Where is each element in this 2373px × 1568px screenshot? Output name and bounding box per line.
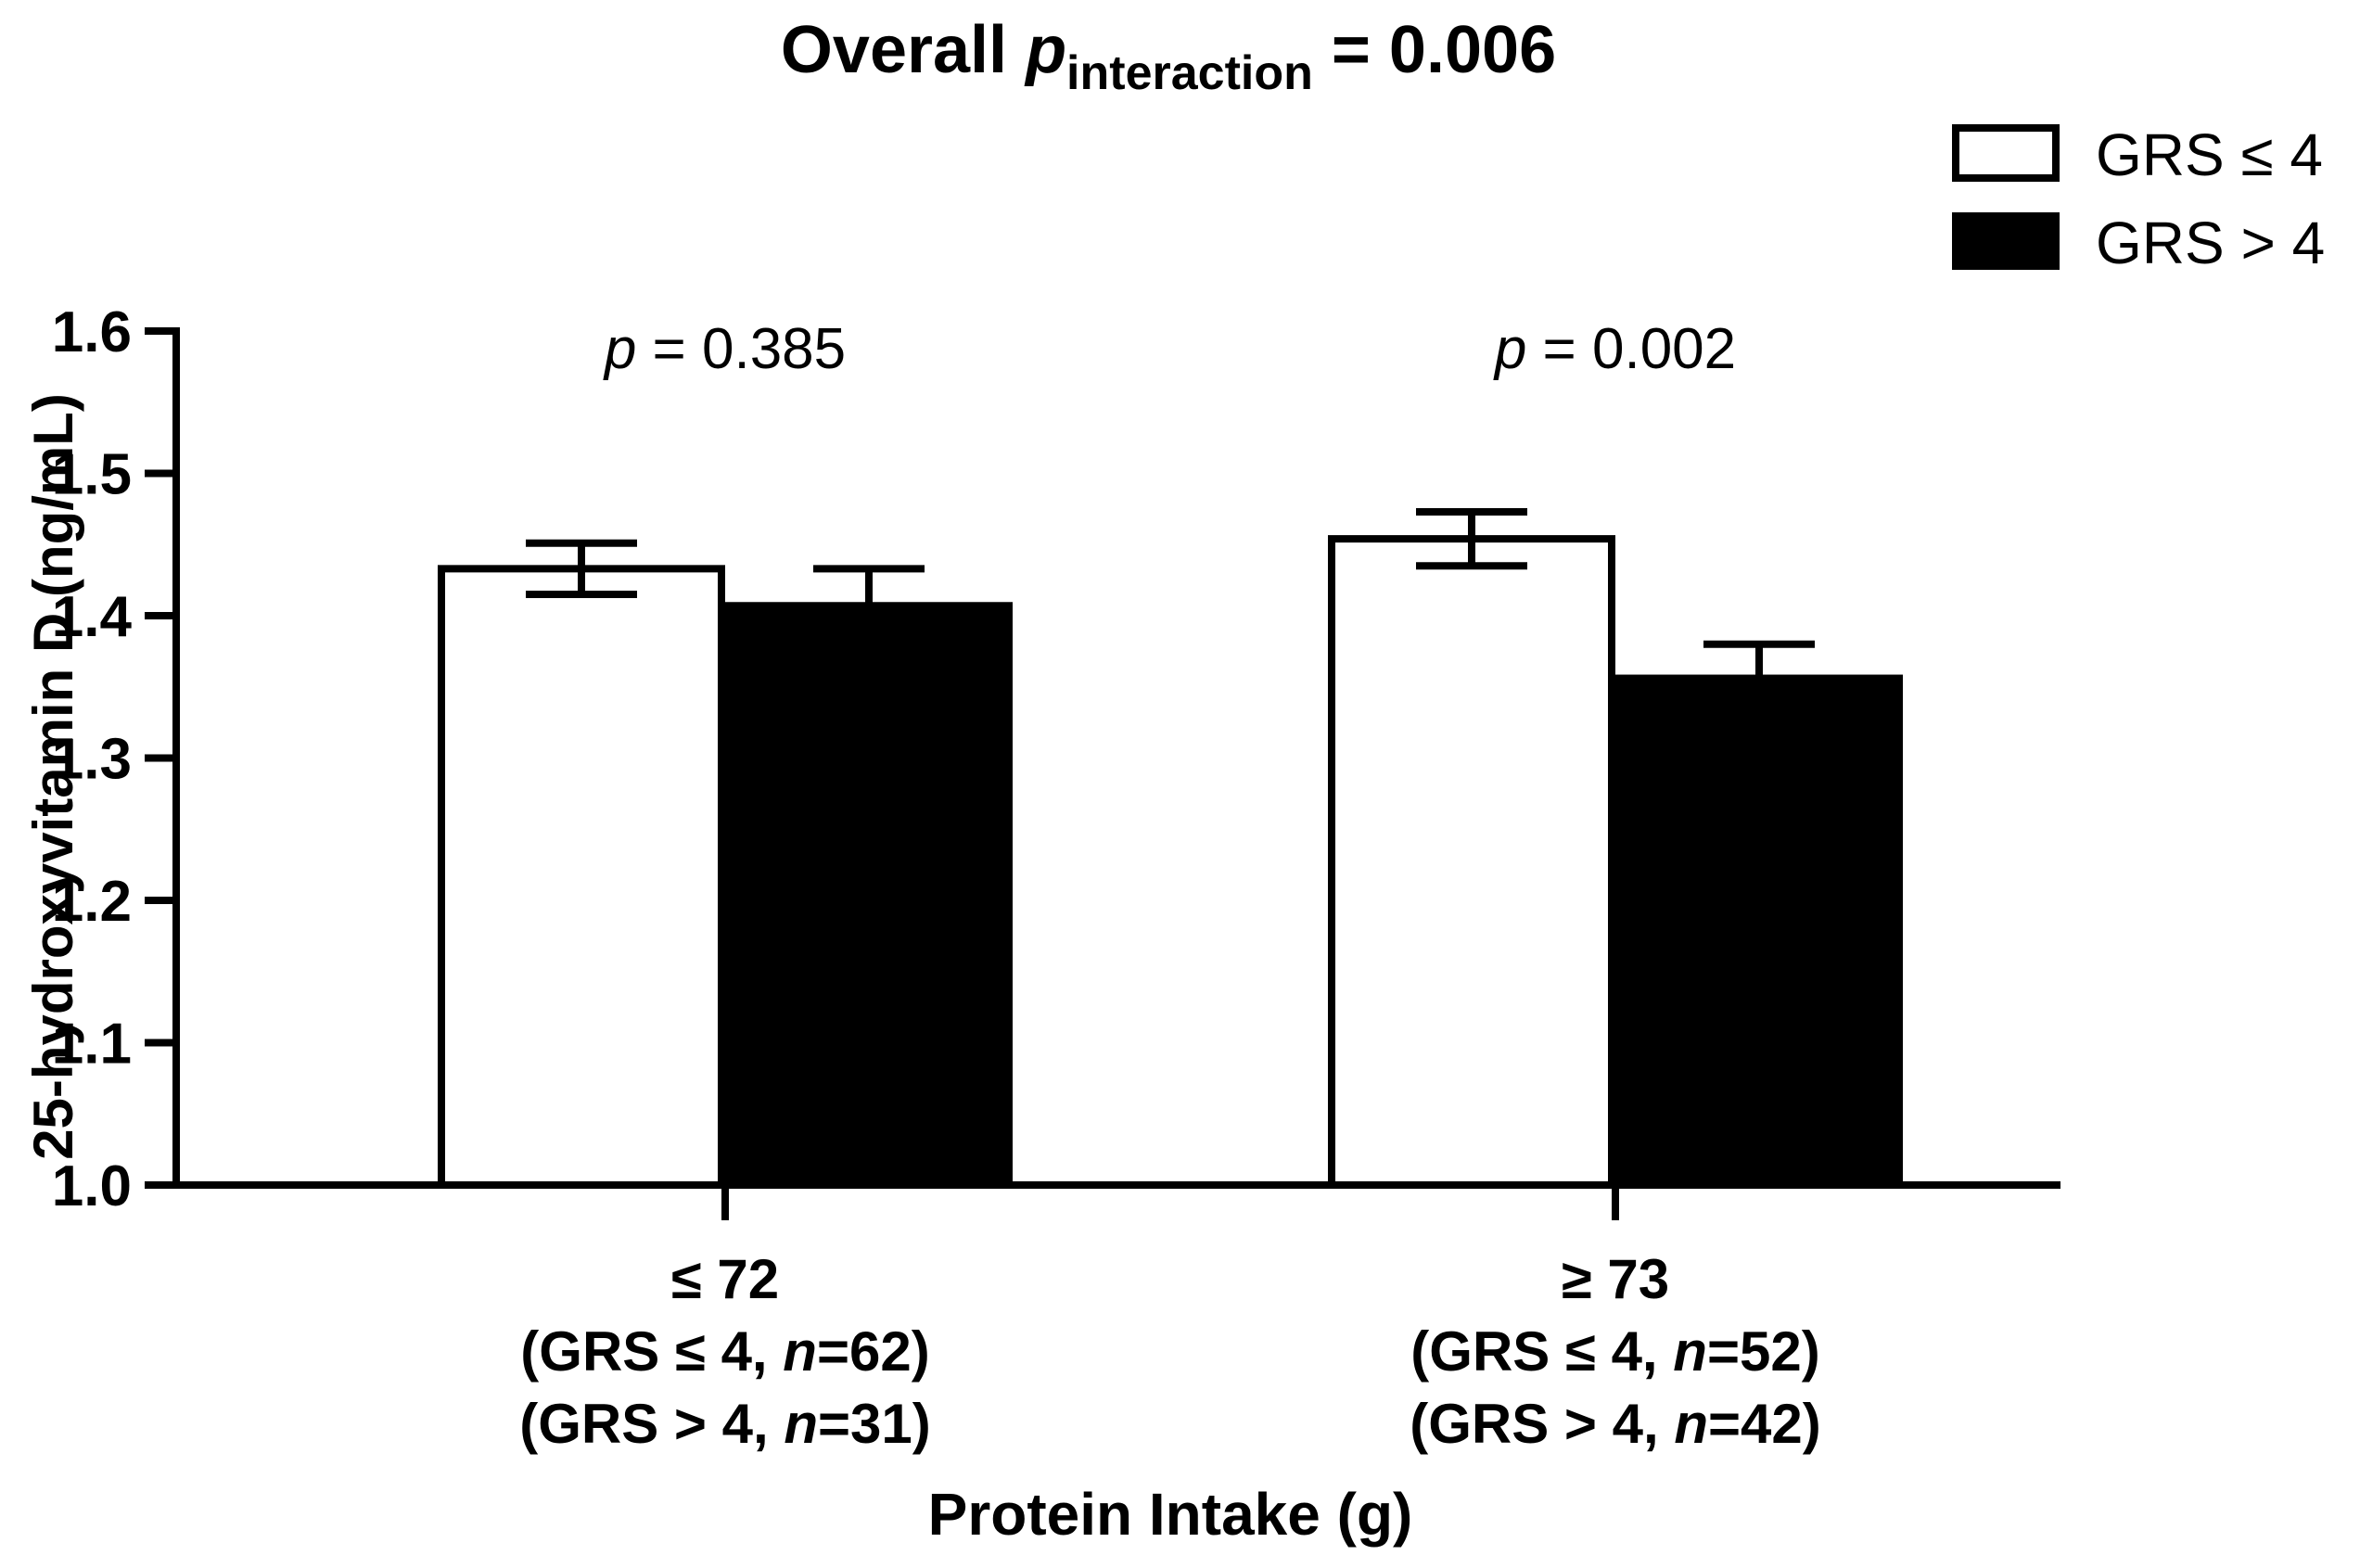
y-tick-label: 1.1	[52, 1013, 132, 1077]
chart-title-text: Overall pinteraction = 0.006	[781, 13, 1556, 100]
y-tick-label: 1.0	[52, 1154, 132, 1218]
x-axis-label: Protein Intake (g)	[928, 1481, 1413, 1548]
p-value-label: p = 0.002	[1493, 317, 1736, 381]
x-tick-sublabel: (GRS ≤ 4, n=62)	[520, 1320, 929, 1383]
chart-title: Overall pinteraction = 0.006	[781, 13, 1556, 100]
x-tick-sublabel: (GRS > 4, n=42)	[1410, 1393, 1821, 1455]
legend-swatch-1	[1952, 124, 2060, 182]
legend: GRS ≤ 4 GRS > 4	[1952, 121, 2325, 276]
legend-label-2: GRS > 4	[2096, 210, 2325, 276]
bars: p = 0.385 p = 0.002	[438, 317, 1903, 1189]
legend-label-1: GRS ≤ 4	[2096, 121, 2323, 188]
bar	[725, 602, 1013, 1185]
p-value-label: p = 0.385	[603, 317, 846, 381]
bar	[438, 565, 725, 1189]
y-tick-label: 1.2	[52, 870, 132, 934]
legend-swatch-2	[1952, 212, 2060, 270]
bar	[1328, 535, 1615, 1189]
x-tick-label: ≤ 72	[671, 1248, 779, 1310]
x-tick-sublabel: (GRS > 4, n=31)	[519, 1393, 931, 1455]
y-tick-label: 1.4	[52, 585, 133, 649]
y-axis: 1.0 1.1 1.2 1.3 1.4 1.5 1.6 25-hydroxyvitamin D…	[22, 300, 180, 1218]
x-axis: ≤ 72 (GRS ≤ 4, n=62) (GRS > 4, n=31) ≥ 73 (G…	[172, 1181, 2060, 1548]
y-tick-label: 1.6	[52, 300, 132, 364]
x-tick-label: ≥ 73	[1562, 1248, 1669, 1310]
y-tick-label: 1.3	[52, 728, 132, 792]
bar	[1615, 674, 1903, 1185]
x-tick-sublabel: (GRS ≤ 4, n=52)	[1410, 1320, 1819, 1383]
y-axis-label: 25-hydroxyvitamin D (ng/mL)	[22, 393, 84, 1160]
y-tick-label: 1.5	[52, 443, 132, 507]
